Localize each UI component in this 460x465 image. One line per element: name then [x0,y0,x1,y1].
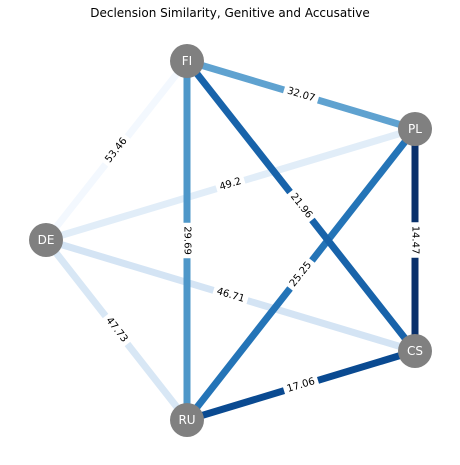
edge-label-background [284,256,318,293]
edge-label-ru-cs: 17.06 [282,374,320,397]
edge-label-background [284,188,318,224]
edge-label-fi-de: 53.46 [100,132,133,169]
edge-label-background [282,374,320,397]
edge-weight-label: 14.47 [410,226,421,255]
node-label-de: DE [38,233,55,247]
edge-label-background [100,132,133,169]
edge-label-background [282,83,320,107]
node-label-ru: RU [178,413,195,427]
edge-label-de-pl: 49.2 [214,174,247,195]
edge-label-fi-cs: 21.96 [284,188,318,224]
edge-label-background [211,284,250,307]
node-pl [398,112,432,146]
edge-label-background [214,174,247,195]
edge-label-pl-cs: 14.47 [408,222,422,258]
edge-label-de-ru: 47.73 [100,312,133,348]
node-fi [170,44,204,78]
edge-label-fi-ru: 29.69 [180,222,194,259]
node-cs [398,334,432,368]
edge-label-fi-pl: 32.07 [282,83,320,107]
edge-label-background [100,312,133,348]
nodes-layer: FI PL DE CS RU [29,44,432,437]
node-label-fi: FI [182,54,192,68]
page-title: Declension Similarity, Genitive and Accu… [90,6,370,20]
edge-label-background [180,222,194,259]
edge-label-background [408,222,422,258]
edge-label-pl-ru: 25.25 [284,256,318,293]
node-label-cs: CS [407,344,423,358]
edge-weight-label: 29.69 [182,226,193,255]
edges-layer [43,57,419,424]
node-label-pl: PL [408,122,422,136]
node-de [29,223,63,257]
node-ru [170,403,204,437]
edge-labels-layer: 53.46 49.2 47.73 46.71 32.07 29.69 25.25 21.96 1… [100,83,422,397]
edge-label-de-cs: 46.71 [211,284,250,307]
